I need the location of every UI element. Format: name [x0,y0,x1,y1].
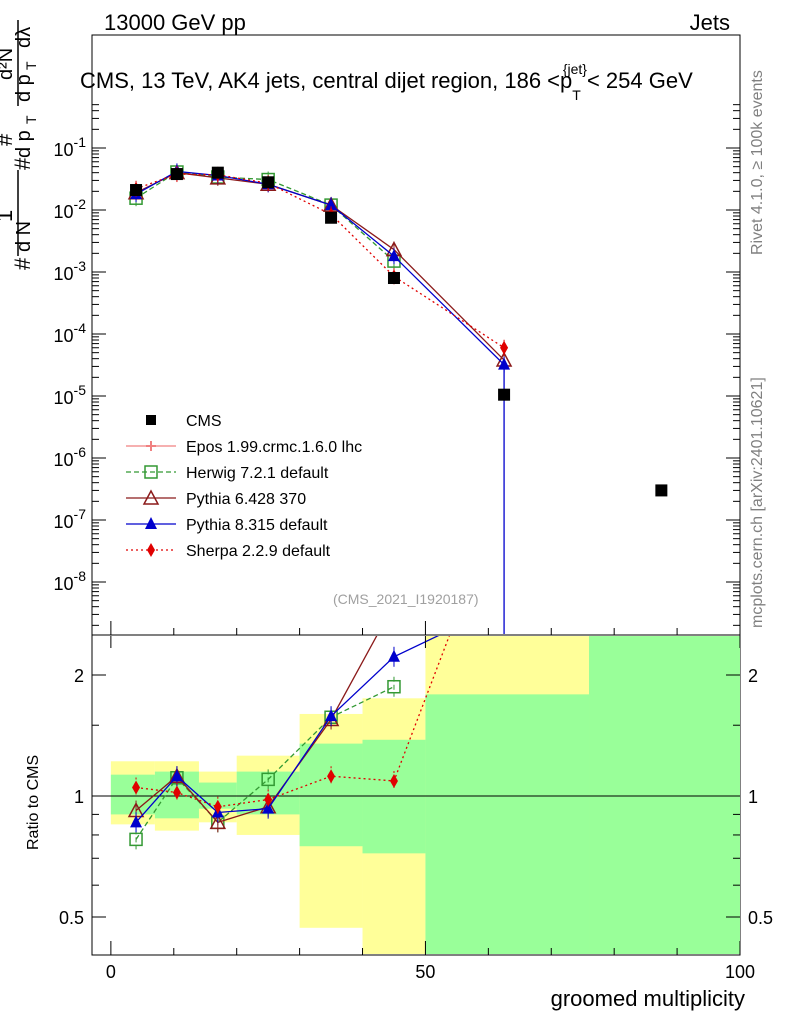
legend-label: Pythia 6.428 370 [186,491,306,508]
main-y-tick-label: 10-4 [54,320,87,346]
legend-entry: Herwig 7.2.1 default [126,465,329,482]
ratio-line [135,686,395,840]
main-y-tick-label: 10-8 [54,568,87,594]
ratio-marker [261,772,275,787]
svg-text:dλ: dλ [13,27,35,48]
legend-marker [142,489,160,505]
svg-text:d p: d p [13,130,35,158]
legend-marker [145,517,157,529]
mcplots-label: mcplots.cern.ch [arXiv:2401.10621] [749,377,766,628]
ratio-band-inner [110,774,155,815]
cms-data-point [498,388,511,401]
main-y-axis-label: # d N 1 # d p T # d p T dλ d²N [0,20,39,270]
analysis-watermark: (CMS_2021_I1920187) [333,591,479,607]
main-y-tick-label: 10-7 [54,506,87,532]
ratio-band-inner [589,636,740,954]
main-y-tick-label: 10-1 [54,134,87,160]
cms-data-point [655,484,668,497]
rivet-label: Rivet 4.1.0, ≥ 100k events [749,70,766,255]
ratio-y-tick-label: 2 [74,666,84,686]
legend-entry: Sherpa 2.2.9 default [126,543,331,560]
legend-marker [144,465,158,479]
main-y-tick-label: 10-6 [54,444,87,470]
cms-data-point [325,211,338,224]
svg-text:T: T [23,61,39,70]
ratio-marker [262,801,275,814]
legend-entry: Epos 1.99.crmc.1.6.0 lhc [126,439,362,456]
legend-label: CMS [186,413,222,430]
ratio-marker [129,832,143,847]
ratio-marker [132,780,141,795]
legend-label: Sherpa 2.2.9 default [186,543,331,560]
legend-entry: CMS [146,413,222,430]
legend: CMS Epos 1.99.crmc.1.6.0 lhc Herwig 7.2.1 … [126,413,362,560]
ratio-y-axis-label: Ratio to CMS [25,755,42,850]
ratio-y-tick-label-right: 1 [748,787,758,807]
ratio-marker [387,649,400,662]
x-tick-label: 50 [415,962,435,982]
ratio-marker [325,709,338,722]
main-series-group [127,163,668,634]
svg-text:d²N: d²N [0,48,17,80]
main-marker [387,249,400,262]
plot-title: CMS, 13 TeV, AK4 jets, central dijet reg… [80,61,693,103]
ratio-marker [327,769,336,784]
ratio-marker [389,773,398,788]
x-tick-label: 0 [106,962,116,982]
main-marker [325,198,338,211]
ratio-y-tick-label-right: 0.5 [748,908,773,928]
ratio-marker [213,799,222,814]
x-axis-label: groomed multiplicity [551,986,745,1011]
legend-marker [146,441,156,451]
ratio-band-inner [299,743,363,847]
cms-data-point [170,168,183,181]
main-y-tick-label: 10-5 [54,382,87,408]
svg-text:T: T [23,115,39,124]
legend-marker [146,415,156,425]
legend-entry: Pythia 6.428 370 [126,489,306,508]
ratio-marker [209,813,227,830]
ratio-y-tick-label-right: 2 [748,666,758,686]
category-label: Jets [690,10,730,35]
ratio-marker [387,679,401,694]
x-tick-label: 100 [725,962,755,982]
ratio-series-group [127,636,450,850]
ratio-marker [172,785,181,800]
main-marker [500,340,509,355]
process-label: 13000 GeV pp [104,10,246,35]
cms-data-point [130,184,143,197]
svg-text:d N: d N [13,221,35,252]
cms-data-point [387,272,400,285]
legend-label: Epos 1.99.crmc.1.6.0 lhc [186,439,362,456]
ratio-band-inner [362,739,426,854]
main-y-tick-label: 10-3 [54,258,87,284]
main-marker [498,357,511,370]
ratio-marker [130,815,143,828]
svg-text:#: # [0,133,17,146]
legend-label: Pythia 8.315 default [186,517,328,534]
ratio-marker [170,769,183,782]
svg-text:#: # [10,257,35,270]
cms-data-point [211,166,224,179]
main-line [135,170,505,634]
legend-label: Herwig 7.2.1 default [186,465,329,482]
legend-entry: Pythia 8.315 default [126,517,328,534]
ratio-y-tick-label: 0.5 [59,908,84,928]
svg-text:#: # [10,157,35,170]
svg-text:1: 1 [0,210,17,222]
ratio-marker [264,792,273,807]
ratio-y-tick-label: 1 [74,787,84,807]
main-y-tick-label: 10-2 [54,196,87,222]
ratio-band-inner [425,694,590,954]
legend-marker [147,543,155,557]
cms-data-point [262,176,275,189]
